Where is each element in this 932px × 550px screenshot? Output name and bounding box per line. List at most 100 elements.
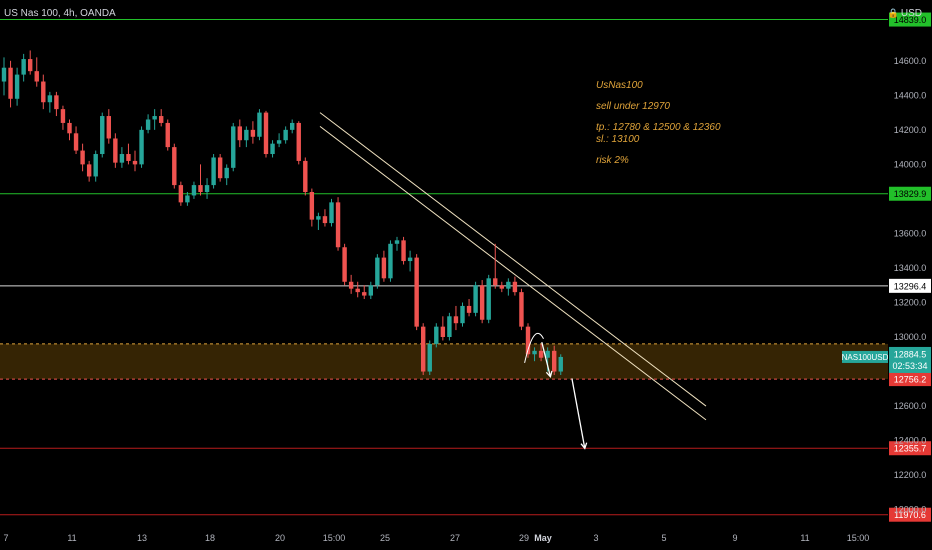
y-tick-label: 14000.0	[894, 159, 927, 169]
x-tick-label: 25	[380, 533, 390, 543]
candle-body	[493, 278, 498, 286]
candle-body	[309, 192, 315, 220]
level-label-bg	[889, 441, 931, 456]
candle-body	[73, 133, 79, 151]
candle-body	[132, 160, 138, 165]
candle-body	[348, 281, 354, 289]
note-title: UsNas100	[596, 80, 643, 91]
candle-body	[558, 356, 563, 372]
x-tick-label: 3	[593, 533, 598, 543]
candle-body	[257, 112, 262, 137]
candle-body	[525, 326, 531, 355]
candle-body	[460, 305, 465, 324]
candle-body	[60, 109, 66, 123]
candle-body	[401, 240, 406, 262]
candle-body	[224, 167, 229, 179]
x-tick-label: 27	[450, 533, 460, 543]
y-tick-label: 12000.0	[894, 505, 927, 515]
candle-body	[100, 116, 105, 155]
x-tick-label: 15:00	[323, 533, 346, 543]
x-tick-label: May	[534, 533, 552, 543]
candle-body	[362, 292, 367, 296]
candle-body	[54, 95, 59, 110]
candle-body	[41, 81, 46, 103]
candle-body	[47, 95, 53, 103]
candle-body	[342, 247, 347, 282]
candle-body	[512, 281, 518, 293]
candle-body	[106, 116, 111, 139]
candle-body	[407, 257, 413, 262]
candle-body	[447, 316, 452, 338]
level-label: 14839.0	[894, 15, 927, 25]
level-label-bg	[889, 507, 931, 522]
x-tick-label: 7	[3, 533, 8, 543]
countdown-label: 02:53:34	[892, 361, 927, 371]
candle-body	[67, 122, 72, 134]
candle-body	[545, 350, 550, 358]
candle-body	[263, 112, 269, 155]
level-label-bg	[889, 278, 931, 293]
candle-body	[421, 326, 426, 372]
y-tick-label: 12400.0	[894, 436, 927, 446]
candle-body	[80, 150, 85, 165]
projection-curve	[524, 332, 544, 364]
x-tick-label: 9	[732, 533, 737, 543]
y-tick-label: 14600.0	[894, 56, 927, 66]
chart-symbol-title[interactable]: US Nas 100, 4h, OANDA	[4, 8, 116, 19]
y-tick-label: 14400.0	[894, 90, 927, 100]
candle-body	[1, 67, 7, 82]
channel-upper-line	[319, 112, 707, 407]
candle-body	[414, 257, 419, 327]
x-tick-label: 20	[275, 533, 285, 543]
y-tick-label: 13400.0	[894, 263, 927, 273]
candle-body	[329, 202, 334, 224]
candle-body	[270, 143, 275, 155]
candle-body	[139, 129, 144, 165]
candle-body	[165, 122, 170, 148]
candle-body	[434, 326, 439, 344]
note-sell: sell under 12970	[596, 101, 670, 112]
candle-body	[473, 285, 478, 313]
candle-body	[381, 257, 387, 279]
candle-body	[479, 285, 485, 320]
candle-body	[211, 157, 216, 186]
candle-body	[296, 122, 301, 161]
candle-body	[231, 126, 236, 168]
candle-body	[198, 185, 203, 192]
currency-label: USD	[900, 8, 922, 19]
candle-body	[172, 147, 177, 186]
candle-body	[322, 216, 328, 224]
candle-body	[290, 122, 295, 130]
candle-body	[276, 140, 282, 144]
candle-body	[368, 285, 373, 296]
candle-body	[538, 350, 544, 358]
currency-selector[interactable]: 🔒 USD	[888, 8, 922, 19]
candle-body	[8, 67, 13, 99]
candle-body	[28, 59, 33, 72]
level-label: 12355.7	[894, 444, 927, 454]
candle-body	[244, 129, 249, 141]
candle-body	[355, 288, 360, 293]
candle-body	[250, 129, 256, 137]
level-label: 12756.2	[894, 375, 927, 385]
candle-body	[440, 326, 446, 338]
x-tick-label: 18	[205, 533, 215, 543]
candle-body	[126, 154, 131, 161]
trade-note[interactable]: UsNas100 sell under 12970 tp.: 12780 & 1…	[596, 80, 721, 167]
candle-body	[388, 243, 393, 279]
level-label: 13296.4	[894, 281, 927, 291]
candle-body	[506, 281, 511, 289]
down-arrow-shaft	[541, 342, 552, 377]
y-tick-label: 12600.0	[894, 401, 927, 411]
x-tick-label: 13	[137, 533, 147, 543]
candle-body	[119, 154, 125, 163]
support-zone	[0, 343, 888, 380]
candle-body	[93, 154, 98, 177]
x-tick-label: 11	[67, 533, 76, 543]
channel-lower-line	[319, 126, 707, 421]
candle-body	[394, 240, 400, 244]
candle-body	[204, 185, 210, 192]
symbol-badge-bg	[842, 350, 888, 363]
note-tp: tp.: 12780 & 12500 & 12360	[596, 122, 721, 133]
